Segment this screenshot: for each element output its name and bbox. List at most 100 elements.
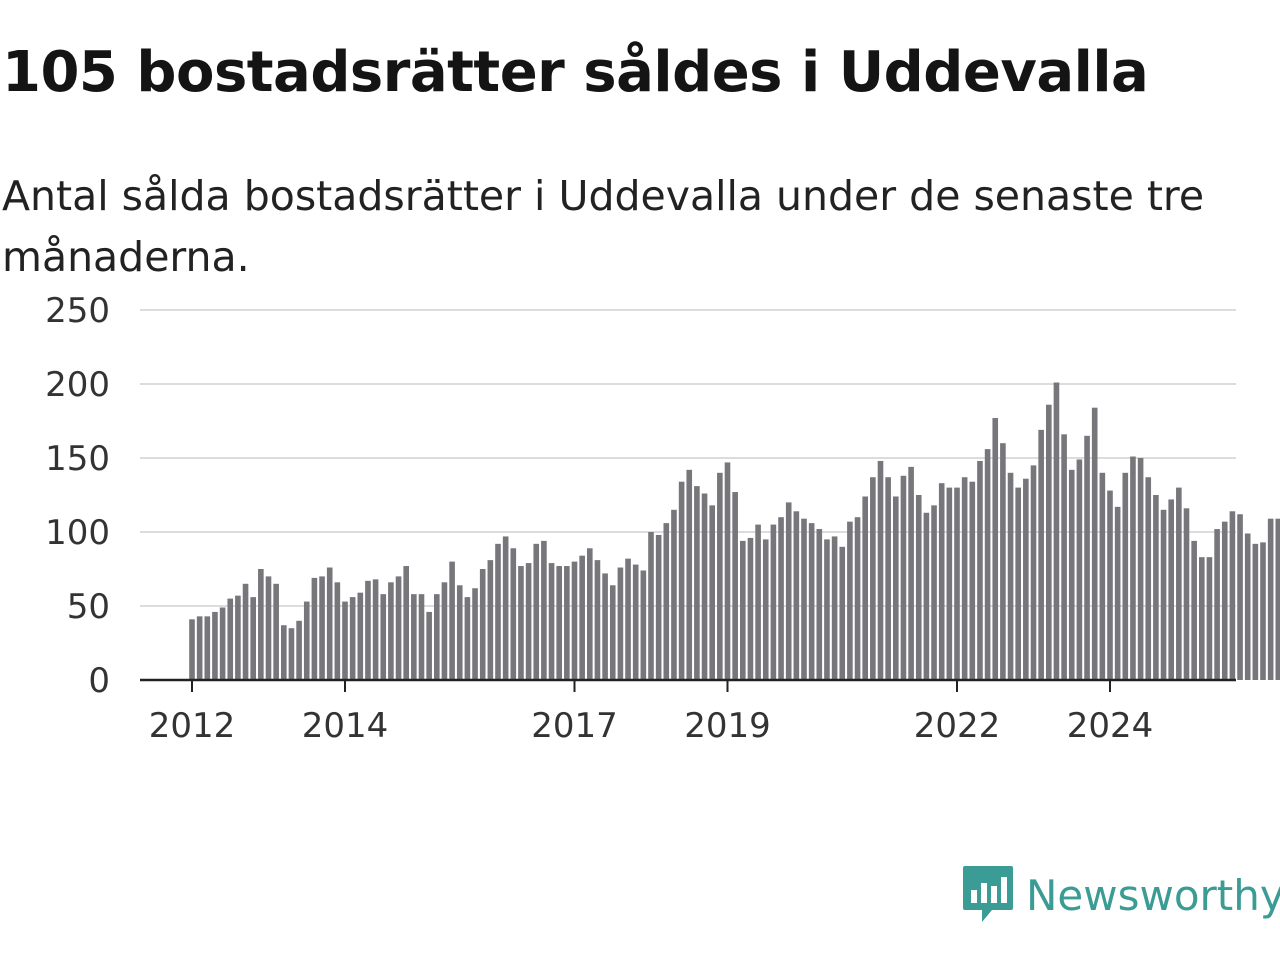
bar xyxy=(326,567,333,680)
gridlines xyxy=(140,309,1236,607)
bar xyxy=(740,540,746,680)
bar xyxy=(1007,472,1014,680)
x-tick-label-2012: 2012 xyxy=(149,706,236,746)
bars xyxy=(189,382,1280,680)
bar xyxy=(1160,509,1167,680)
bar xyxy=(1206,557,1213,680)
bar xyxy=(403,566,409,680)
bar xyxy=(954,487,960,680)
bar xyxy=(281,625,287,680)
bar xyxy=(602,573,608,680)
bar xyxy=(464,597,471,680)
bar xyxy=(196,616,203,680)
chart-title: 105 bostadsrätter såldes i Uddevalla xyxy=(2,40,1149,105)
bar xyxy=(640,570,647,680)
bar xyxy=(411,594,417,680)
bar xyxy=(273,583,279,680)
bar xyxy=(717,472,723,680)
bar xyxy=(311,577,318,680)
bar xyxy=(441,582,448,680)
bar xyxy=(212,611,218,680)
bar xyxy=(556,566,562,680)
bar xyxy=(617,567,624,680)
bar xyxy=(533,543,540,680)
bar xyxy=(1237,514,1243,680)
bar xyxy=(655,534,662,680)
bar xyxy=(961,477,968,680)
bar xyxy=(632,564,639,680)
bar xyxy=(1068,469,1075,680)
bar xyxy=(303,601,310,680)
bar xyxy=(189,619,195,680)
bar xyxy=(870,477,876,680)
bar xyxy=(946,487,953,680)
y-tick-label-250: 250 xyxy=(45,291,110,331)
bar xyxy=(1137,458,1144,680)
bar xyxy=(365,580,371,680)
bar xyxy=(701,493,708,680)
bar xyxy=(778,517,784,680)
bar xyxy=(342,601,348,680)
bar xyxy=(877,460,884,680)
bar xyxy=(931,505,937,680)
bar xyxy=(1221,521,1228,680)
bar xyxy=(395,576,402,680)
bar xyxy=(1267,518,1274,680)
bar xyxy=(625,558,631,680)
bar xyxy=(418,594,425,680)
chart-subtitle: Antal sålda bostadsrätter i Uddevalla un… xyxy=(2,172,1205,281)
bar xyxy=(1153,495,1159,680)
bar xyxy=(1260,542,1266,680)
bar xyxy=(785,502,792,680)
bar xyxy=(388,582,394,680)
bar xyxy=(1183,508,1190,680)
bar xyxy=(915,495,922,680)
y-tick-label-150: 150 xyxy=(45,439,110,479)
bar xyxy=(709,505,715,680)
bar xyxy=(732,492,738,680)
bar xyxy=(824,539,830,680)
bar xyxy=(579,555,585,680)
bar xyxy=(992,418,999,680)
bar xyxy=(1145,477,1152,680)
bar xyxy=(770,524,777,680)
bar xyxy=(808,523,815,680)
x-tick-label-2017: 2017 xyxy=(531,706,618,746)
bar xyxy=(472,588,478,680)
bar xyxy=(854,517,861,680)
bar xyxy=(1214,529,1220,680)
bar xyxy=(1229,511,1236,680)
bar xyxy=(1084,435,1090,680)
x-axis xyxy=(140,678,1236,692)
bar xyxy=(518,566,524,680)
bar xyxy=(541,540,547,680)
bar xyxy=(564,566,570,680)
x-tick-label-2024: 2024 xyxy=(1067,706,1154,746)
bar xyxy=(334,582,341,680)
bar xyxy=(357,592,364,680)
bar xyxy=(495,543,501,680)
bar xyxy=(456,585,463,680)
bar xyxy=(1030,465,1037,680)
bar xyxy=(1000,443,1006,680)
bar xyxy=(265,576,272,680)
bar xyxy=(1023,478,1029,680)
bar xyxy=(908,466,914,680)
bar xyxy=(694,486,700,680)
bar xyxy=(1053,382,1060,680)
bar xyxy=(479,569,486,680)
bar xyxy=(893,496,899,680)
bar xyxy=(969,481,976,680)
bar xyxy=(1275,518,1280,680)
y-axis-tick-labels: 0 50 100 150 200 250 xyxy=(45,291,110,701)
bar xyxy=(801,518,807,680)
bar xyxy=(1099,472,1106,680)
bar xyxy=(1244,533,1251,680)
bar xyxy=(1130,456,1136,680)
bar xyxy=(349,597,356,680)
bar xyxy=(762,539,769,680)
bar xyxy=(984,449,991,680)
bar xyxy=(250,597,256,680)
bar xyxy=(510,548,517,680)
bar xyxy=(609,585,616,680)
